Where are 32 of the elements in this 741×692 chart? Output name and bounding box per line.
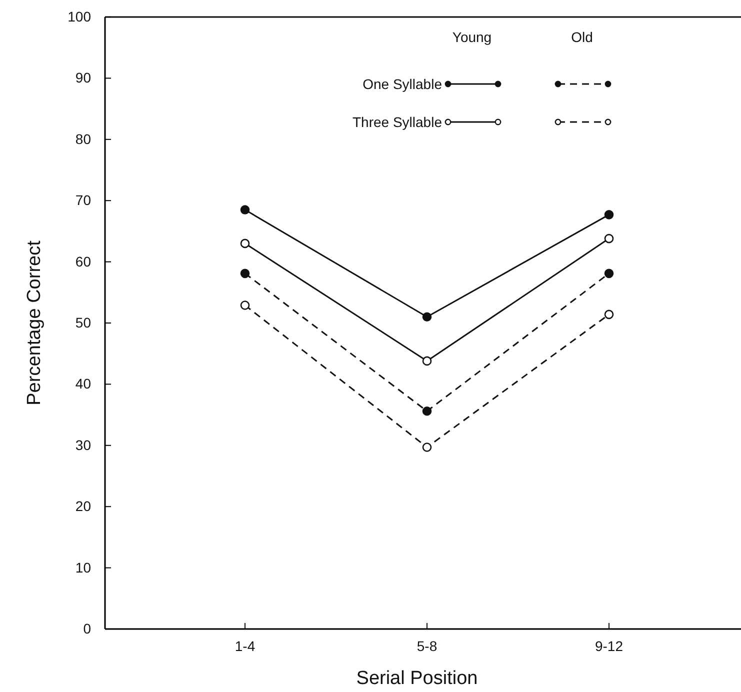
annotation: Young [452,29,492,45]
x-axis-title: Serial Position [356,668,478,689]
point [240,300,250,310]
y-tick-label: 30 [75,436,92,453]
y-axis-title: Percentage Correct [24,240,45,406]
y-tick-label: 0 [83,620,92,636]
y-tick-label: 10 [75,559,92,576]
legend-label: Three Syllable [352,114,442,130]
point [422,356,432,366]
y-tick-label: 90 [75,70,92,86]
point [604,310,614,320]
point [240,205,250,214]
y-tick-label: 60 [75,253,92,270]
legend-label: One Syllable [362,76,442,92]
x-tick-label: 1-4 [234,638,256,654]
point [240,268,250,278]
point [422,406,432,416]
point [604,268,614,278]
y-tick-label: 40 [75,376,92,392]
point [604,234,614,244]
x-tick-label: 9-12 [594,638,624,654]
y-tick-label: 100 [68,8,92,24]
point [422,442,432,452]
y-tick-label: 70 [75,192,92,208]
annotation: Old [571,29,593,45]
y-tick-label: 80 [75,130,92,147]
y-tick-label: 50 [75,314,92,330]
x-tick-label: 5-8 [416,638,438,654]
point [422,312,432,322]
point [604,210,614,220]
point [240,238,250,248]
y-tick-label: 20 [75,498,92,514]
